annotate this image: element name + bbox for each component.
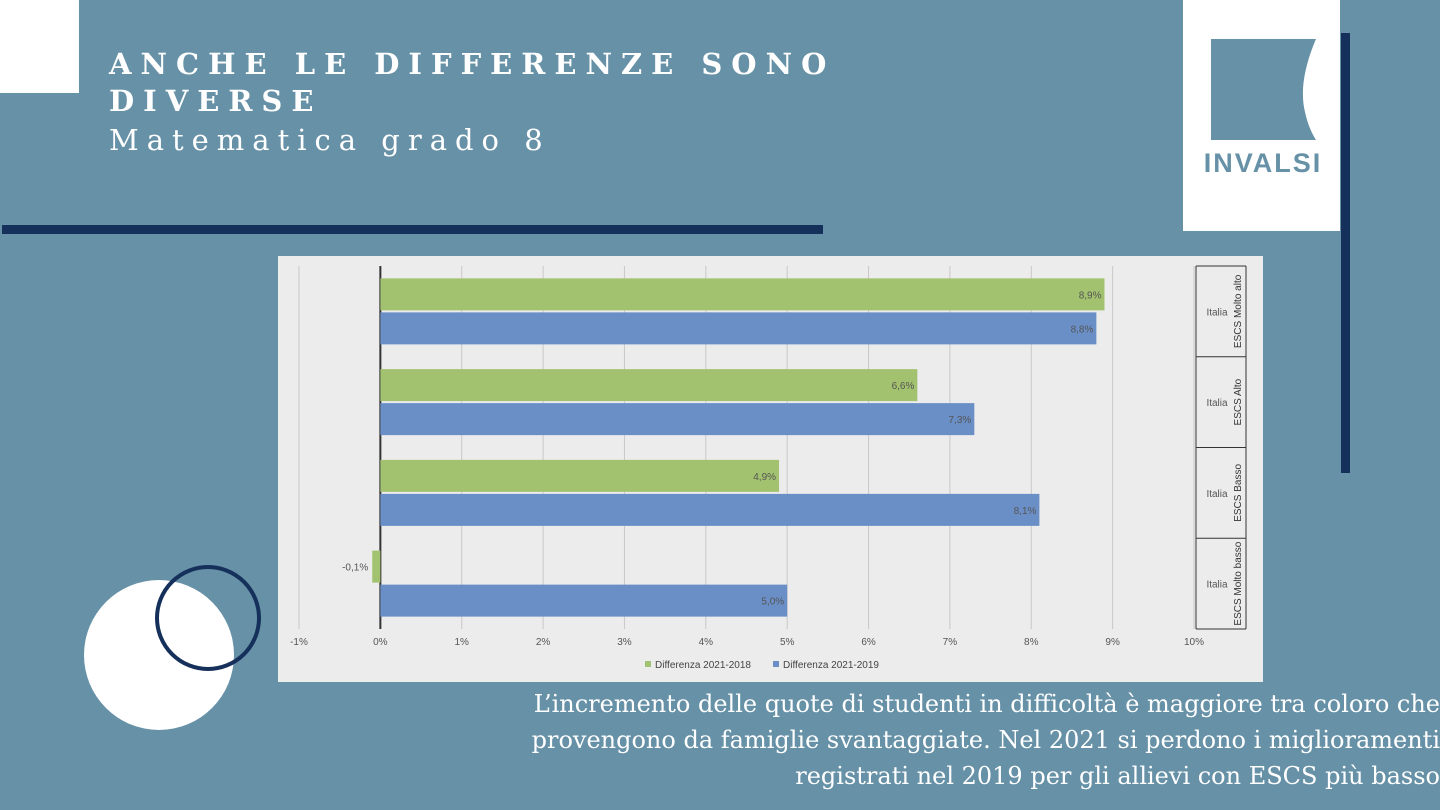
bar-escs-molto-alto-s1	[380, 278, 1105, 311]
slide-title-line-2: DIVERSE	[109, 84, 323, 118]
x-tick-label: 7%	[943, 637, 958, 648]
category-group-label: ESCS Molto alto	[1233, 274, 1244, 348]
caption-line-2: provengono da famiglie svantaggiate. Nel…	[531, 726, 1440, 754]
caption-line-3: registrati nel 2019 per gli allievi con …	[795, 762, 1440, 790]
bar-chart: 8,9% 8,8% 6,6% 7,3% 4,9% 8,1% -0,1% 5,0% Italia…	[290, 265, 1247, 671]
data-label: 8,1%	[1014, 506, 1037, 517]
bar-escs-molto-basso-s1	[372, 550, 381, 583]
invalsi-logo-icon: INVALSI	[1204, 39, 1323, 178]
bar-escs-alto-s1	[380, 369, 918, 402]
slide-title-line-1: ANCHE LE DIFFERENZE SONO	[109, 47, 836, 81]
legend-label-2: Differenza 2021-2019	[783, 660, 879, 671]
invalsi-logo-text: INVALSI	[1204, 148, 1323, 178]
x-tick-label: 6%	[861, 637, 876, 648]
data-label: 6,6%	[892, 381, 915, 392]
slide-subtitle: Matematica grado 8	[109, 123, 551, 157]
legend-swatch-2	[773, 661, 779, 667]
legend-label-1: Differenza 2021-2018	[655, 660, 751, 671]
bar-escs-alto-s2	[380, 403, 975, 436]
x-tick-label: 0%	[373, 637, 388, 648]
x-tick-label: 4%	[699, 637, 714, 648]
category-label: Italia	[1206, 398, 1228, 409]
x-tick-label: 8%	[1024, 637, 1039, 648]
x-tick-label: 5%	[780, 637, 795, 648]
data-label: 8,8%	[1071, 324, 1094, 335]
x-tick-label: 1%	[455, 637, 470, 648]
bar-escs-basso-s1	[380, 459, 780, 492]
data-label: 4,9%	[753, 472, 776, 483]
bar-escs-molto-basso-s2	[380, 584, 788, 617]
bar-escs-basso-s2	[380, 493, 1040, 526]
category-label: Italia	[1206, 489, 1228, 500]
title-underline	[2, 225, 823, 234]
category-group-label: ESCS Molto basso	[1233, 541, 1244, 625]
invalsi-logo: INVALSI	[1183, 0, 1340, 231]
category-label: Italia	[1206, 580, 1228, 591]
vertical-accent-bar	[1341, 33, 1350, 473]
x-tick-label: 10%	[1184, 637, 1204, 648]
x-tick-label: -1%	[290, 637, 308, 648]
data-label: 8,9%	[1079, 290, 1102, 301]
bar-escs-molto-alto-s2	[380, 312, 1097, 345]
caption-line-1: L’incremento delle quote di studenti in …	[533, 690, 1440, 718]
legend-swatch-1	[645, 661, 651, 667]
x-tick-label: 9%	[1105, 637, 1120, 648]
data-label: 5,0%	[761, 597, 784, 608]
x-tick-label: 3%	[617, 637, 632, 648]
data-label: 7,3%	[949, 415, 972, 426]
category-label: Italia	[1206, 307, 1228, 318]
data-label: -0,1%	[342, 563, 368, 574]
x-tick-label: 2%	[536, 637, 551, 648]
decorative-circle-ring	[155, 565, 261, 671]
chart-panel: 8,9% 8,8% 6,6% 7,3% 4,9% 8,1% -0,1% 5,0% Italia…	[278, 256, 1263, 682]
slide-caption: L’incremento delle quote di studenti in …	[340, 686, 1440, 794]
corner-decoration	[0, 0, 79, 93]
slide-title-block: ANCHE LE DIFFERENZE SONO DIVERSE Matemat…	[109, 46, 835, 160]
category-group-label: ESCS Basso	[1233, 464, 1244, 522]
category-group-label: ESCS Alto	[1233, 378, 1244, 425]
